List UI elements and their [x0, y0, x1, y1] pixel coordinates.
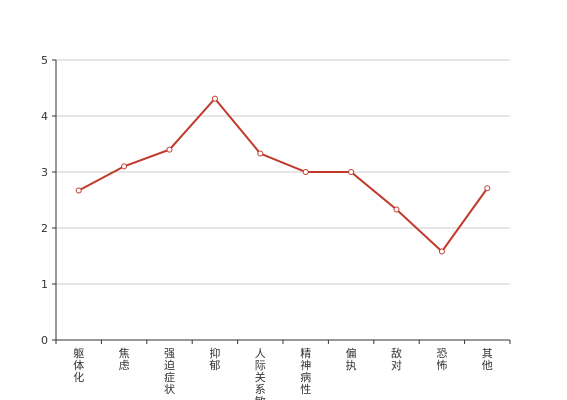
y-tick-label: 0	[41, 334, 48, 347]
data-point	[75, 187, 82, 194]
x-tick-label: 精神病性	[300, 347, 311, 396]
axes	[52, 59, 511, 344]
x-tick-label: 强迫症状	[164, 347, 175, 396]
data-point	[348, 169, 355, 175]
x-tick-label: 其他	[482, 347, 493, 372]
gridlines	[56, 59, 510, 285]
y-tick-labels: 0 1 2 3 4 5	[41, 54, 48, 347]
x-tick-label: 躯体化	[73, 347, 84, 384]
data-point	[438, 248, 445, 255]
series	[75, 95, 491, 255]
data-point	[302, 169, 309, 175]
x-tick-labels: 躯体化 焦虑 强迫症状 抑郁 人际关系敏感 精神病性 偏执 敌对 恐怖 其他	[73, 346, 493, 400]
x-tick-label: 敌对	[391, 346, 402, 372]
data-point	[166, 146, 173, 153]
y-tick-label: 5	[41, 54, 48, 67]
y-tick-label: 4	[41, 110, 48, 123]
data-point	[484, 185, 491, 192]
data-point	[121, 163, 128, 170]
x-tick-label: 人际关系敏感	[255, 347, 266, 400]
y-tick-label: 3	[41, 166, 48, 179]
x-tick-label: 偏执	[346, 346, 357, 372]
data-point	[211, 95, 218, 102]
data-point	[257, 150, 264, 157]
series-line	[78, 97, 489, 254]
y-tick-label: 2	[41, 222, 48, 235]
y-tick-label: 1	[41, 278, 48, 291]
x-tick-label: 恐怖	[436, 347, 447, 372]
x-tick-label: 抑郁	[209, 346, 220, 372]
x-tick-label: 焦虑	[119, 347, 130, 372]
data-point	[393, 206, 400, 213]
